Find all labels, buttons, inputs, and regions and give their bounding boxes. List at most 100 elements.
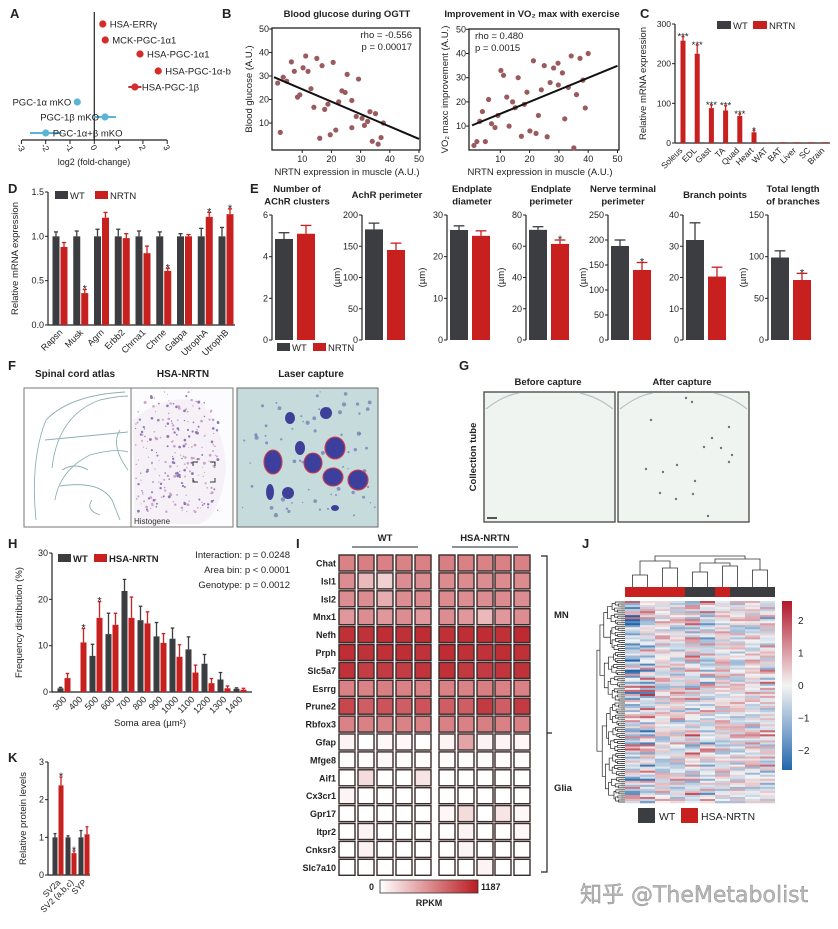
heatmap-cell	[715, 716, 730, 719]
bar-wt	[114, 236, 122, 325]
stained-cell	[139, 433, 143, 436]
heatmap-cell	[685, 710, 700, 713]
captured-neuron	[303, 452, 323, 474]
heatmap-cell	[745, 637, 760, 640]
bar-wt	[156, 236, 164, 325]
x-tick-label: 1200	[191, 694, 212, 715]
heatmap-cell	[700, 708, 715, 711]
bar-nrtn	[708, 108, 714, 143]
heatmap-cell	[640, 774, 655, 778]
y-tick-label: 0	[263, 335, 268, 345]
heatmap-cell	[513, 697, 531, 715]
stained-cell	[150, 394, 153, 398]
significance-marker: *	[81, 623, 86, 635]
stained-cell	[145, 505, 148, 509]
heatmap-cell	[625, 689, 640, 693]
heatmap-cell	[760, 742, 775, 745]
captured-neuron	[322, 467, 344, 487]
heatmap-cell	[745, 796, 760, 800]
heatmap-cell	[745, 671, 760, 675]
heatmap-cell	[745, 623, 760, 626]
heatmap-cell	[730, 730, 745, 733]
stained-particle	[277, 406, 282, 411]
significance-marker: *	[640, 257, 645, 269]
heatmap-cell	[715, 720, 730, 723]
y-tick-label: 30	[38, 548, 48, 558]
heatmap-cell	[670, 780, 685, 784]
heatmap-cell	[670, 695, 685, 699]
heatmap-cell	[625, 800, 640, 804]
stained-particle	[362, 495, 366, 499]
x-tick-label: 30	[554, 154, 564, 164]
heatmap-cell	[670, 687, 685, 691]
column-annotation-wt	[760, 587, 775, 597]
heatmap-cell	[494, 787, 512, 805]
heatmap-cell	[640, 611, 655, 614]
stained-cell	[173, 444, 176, 448]
heatmap-cell	[700, 607, 715, 610]
heatmap-cell	[670, 800, 685, 804]
heatmap-cell	[670, 786, 685, 790]
significance-marker: ***	[734, 109, 745, 120]
stained-cell	[172, 428, 175, 431]
stained-cell	[209, 492, 211, 494]
y-tick-label: 30	[259, 71, 269, 81]
heatmap-cell	[730, 794, 745, 798]
heatmap-cell	[494, 858, 512, 876]
heatmap-cell	[745, 736, 760, 739]
heatmap-cell	[625, 699, 640, 703]
legend-label: WT	[73, 554, 88, 565]
heatmap-cell	[625, 770, 640, 773]
stained-cell	[190, 472, 194, 475]
row-dendrogram-branch	[617, 609, 621, 613]
x-tick-label: 800	[131, 694, 149, 712]
row-dendrogram-branch	[616, 621, 621, 625]
heatmap-cell	[700, 637, 715, 640]
heatmap-cell	[760, 659, 775, 662]
heatmap-cell	[760, 605, 775, 608]
heatmap-cell	[700, 605, 715, 608]
row-dendrogram-branch	[616, 777, 621, 782]
heatmap-cell	[715, 655, 730, 658]
significance-marker: *	[59, 771, 64, 783]
stained-cell	[178, 429, 180, 431]
legend-swatch-wt	[58, 554, 71, 562]
y-axis-label: (µm)	[738, 268, 749, 288]
stained-cell	[190, 445, 193, 448]
heatmap-cell	[715, 673, 730, 677]
heatmap-cell	[670, 679, 685, 683]
stained-cell	[173, 431, 176, 434]
heatmap-cell	[670, 706, 685, 709]
bar-nrtn	[808, 142, 814, 143]
heatmap-cell	[760, 631, 775, 634]
heatmap-cell	[730, 744, 745, 747]
y-tick-label: 10	[259, 118, 269, 128]
heatmap-cell	[745, 659, 760, 662]
stained-cell	[151, 491, 154, 494]
heatmap-cell	[457, 822, 475, 841]
heatmap-cell	[513, 769, 531, 787]
heatmap-cell	[730, 720, 745, 723]
x-tick-label: -1	[63, 142, 76, 154]
y-tick-label: 0	[759, 335, 764, 345]
bar-wt	[217, 679, 224, 692]
heatmap-cell	[655, 659, 670, 662]
heatmap-cell	[745, 762, 760, 765]
data-point	[378, 134, 384, 141]
heatmap-cell	[685, 766, 700, 769]
heatmap-cell	[338, 733, 356, 751]
row-dendrogram-branch	[616, 720, 621, 725]
heatmap-cell	[376, 751, 394, 769]
stained-cell	[153, 397, 156, 399]
heatmap-cell	[655, 754, 670, 757]
heatmap-cell	[438, 625, 456, 644]
bar-wt	[89, 655, 96, 692]
heatmap-cell	[625, 623, 640, 626]
captured-cell-dot	[691, 492, 695, 496]
heatmap-cell	[745, 617, 760, 620]
heatmap-cell	[625, 685, 640, 689]
heatmap-cell	[376, 590, 394, 608]
heatmap-cell	[715, 681, 730, 685]
data-point	[330, 59, 336, 65]
legend-swatch-wt	[638, 808, 655, 823]
